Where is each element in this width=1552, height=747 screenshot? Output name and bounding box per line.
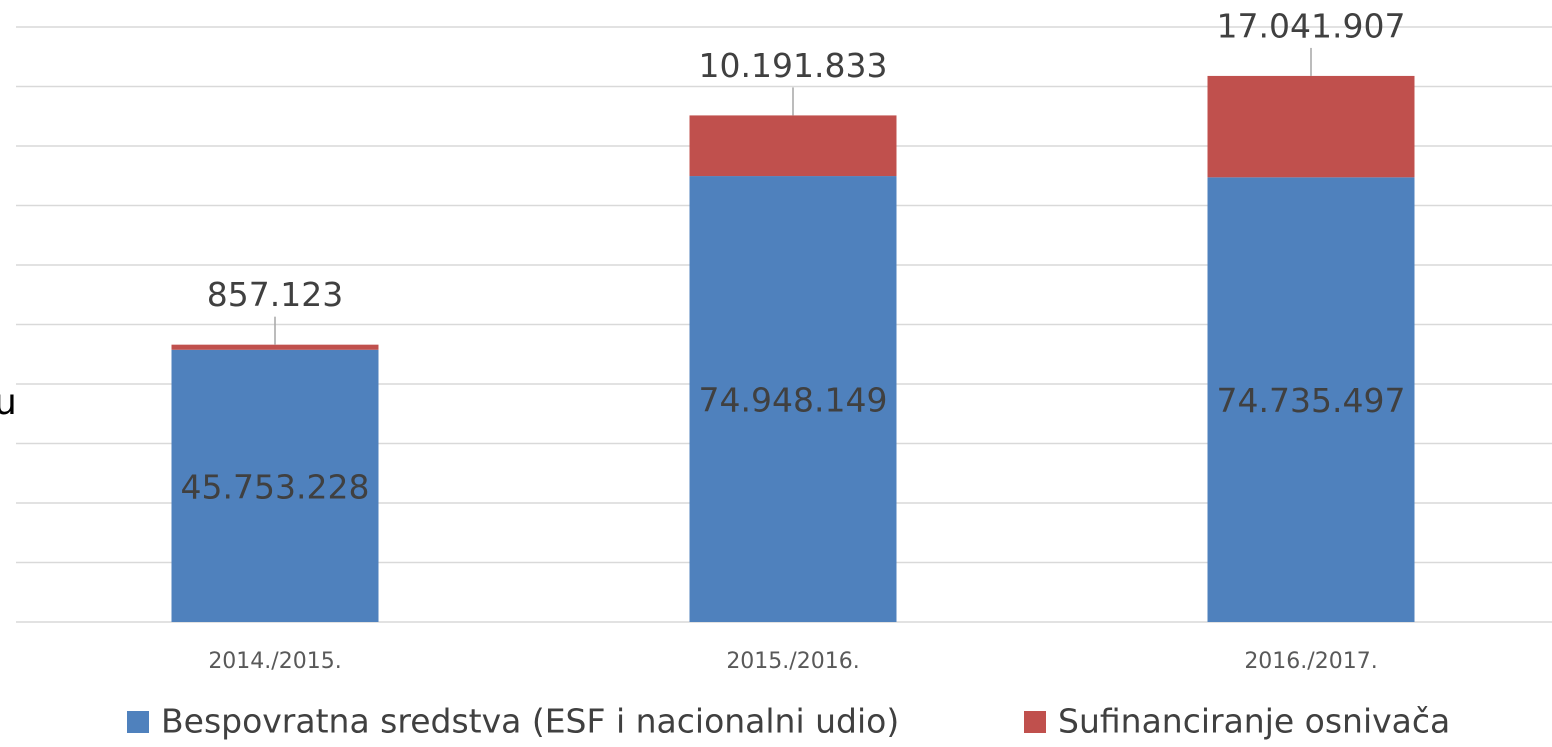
bar-segment bbox=[171, 349, 379, 622]
bar-segment bbox=[171, 344, 379, 350]
legend-label: Bespovratna sredstva (ESF i nacionalni u… bbox=[161, 702, 899, 741]
bar-segment bbox=[689, 115, 897, 177]
data-label: 45.753.228 bbox=[181, 467, 370, 506]
x-tick-label: 2015./2016. bbox=[726, 649, 859, 674]
bar-segment bbox=[1207, 177, 1415, 622]
legend-swatch bbox=[1024, 711, 1046, 733]
y-axis-label: u bbox=[0, 382, 17, 423]
data-label: 74.948.149 bbox=[699, 381, 888, 420]
data-label: 857.123 bbox=[207, 275, 343, 314]
legend-swatch bbox=[127, 711, 149, 733]
legend-label: Sufinanciranje osnivača bbox=[1058, 702, 1450, 741]
bar-segment bbox=[689, 176, 897, 622]
data-label: 74.735.497 bbox=[1217, 381, 1406, 420]
x-tick-label: 2016./2017. bbox=[1244, 649, 1377, 674]
data-label: 17.041.907 bbox=[1217, 6, 1406, 45]
bar-segment bbox=[1207, 75, 1415, 178]
data-label: 10.191.833 bbox=[699, 46, 888, 85]
x-tick-label: 2014./2015. bbox=[208, 649, 341, 674]
